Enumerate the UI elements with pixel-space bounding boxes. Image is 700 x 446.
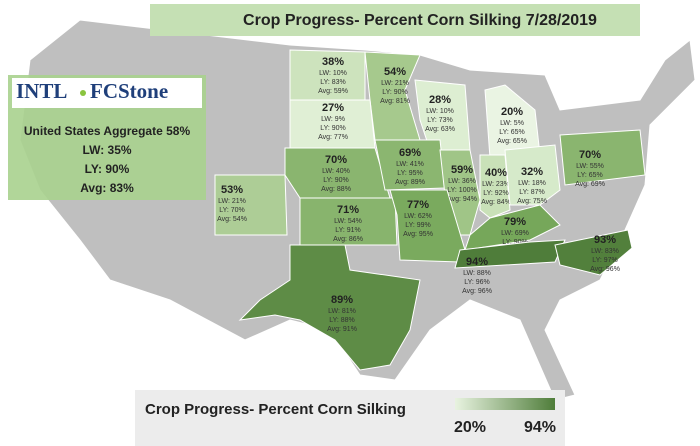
state-ly: LY: 91% bbox=[335, 227, 361, 234]
state-value: 70% bbox=[579, 149, 601, 161]
state-lw: LW: 36% bbox=[448, 178, 476, 185]
legend-title: Crop Progress- Percent Corn Silking bbox=[145, 401, 406, 418]
states: 38% LW: 10% LY: 83% Avg: 59% 54% LW: 21% LY: 9… bbox=[214, 49, 646, 371]
state-avg: Avg: 88% bbox=[321, 186, 351, 193]
state-value: 40% bbox=[485, 167, 507, 179]
state-lw: LW: 62% bbox=[404, 213, 432, 220]
state bbox=[479, 154, 511, 219]
state-value: 71% bbox=[337, 204, 359, 216]
state-value: 28% bbox=[429, 94, 451, 106]
state bbox=[504, 144, 561, 206]
state bbox=[238, 244, 421, 371]
state-avg: Avg: 75% bbox=[517, 198, 547, 205]
state-avg: Avg: 96% bbox=[462, 288, 492, 295]
logo-box bbox=[12, 78, 202, 108]
state-ly: LY: 83% bbox=[320, 79, 346, 86]
state-value: 89% bbox=[331, 294, 353, 306]
state-value: 93% bbox=[594, 234, 616, 246]
legend-min: 20% bbox=[454, 419, 486, 436]
state-avg: Avg: 94% bbox=[447, 196, 477, 203]
state-ly: LY: 95% bbox=[397, 170, 423, 177]
state bbox=[559, 129, 646, 186]
state-value: 77% bbox=[407, 199, 429, 211]
state-value: 53% bbox=[221, 184, 243, 196]
state-lw: LW: 55% bbox=[576, 163, 604, 170]
aggregate-avg: Avg: 83% bbox=[80, 181, 134, 195]
state-value: 27% bbox=[322, 102, 344, 114]
state-value: 69% bbox=[399, 147, 421, 159]
state-avg: Avg: 96% bbox=[590, 266, 620, 273]
state-lw: LW: 83% bbox=[591, 248, 619, 255]
state-lw: LW: 18% bbox=[518, 180, 546, 187]
state-ly: LY: 70% bbox=[219, 207, 245, 214]
legend-gradient bbox=[455, 398, 555, 410]
state-avg: Avg: 86% bbox=[333, 236, 363, 243]
title-banner bbox=[150, 4, 640, 36]
state-avg: Avg: 63% bbox=[425, 126, 455, 133]
state-lw: LW: 5% bbox=[500, 120, 524, 127]
state-ly: LY: 90% bbox=[502, 239, 528, 246]
logo-dot bbox=[80, 90, 86, 96]
state-value: 70% bbox=[325, 154, 347, 166]
aggregate-headline: United States Aggregate 58% bbox=[24, 124, 191, 138]
state-avg: Avg: 89% bbox=[395, 179, 425, 186]
state-ly: LY: 100% bbox=[447, 187, 476, 194]
state-lw: LW: 23% bbox=[482, 181, 510, 188]
state-ly: LY: 97% bbox=[592, 257, 618, 264]
state bbox=[299, 197, 398, 246]
state-value: 20% bbox=[501, 106, 523, 118]
state-lw: LW: 21% bbox=[218, 198, 246, 205]
state-ly: LY: 88% bbox=[329, 317, 355, 324]
logo-right: FCStone bbox=[90, 79, 168, 103]
state-lw: LW: 10% bbox=[426, 108, 454, 115]
state-ly: LY: 90% bbox=[320, 125, 346, 132]
state-avg: Avg: 54% bbox=[217, 216, 247, 223]
state-avg: Avg: 59% bbox=[318, 88, 348, 95]
state-avg: Avg: 69% bbox=[575, 181, 605, 188]
state-avg: Avg: 91% bbox=[327, 326, 357, 333]
state-avg: Avg: 77% bbox=[318, 134, 348, 141]
logo-left: INTL bbox=[16, 79, 67, 103]
state-ly: LY: 87% bbox=[519, 189, 545, 196]
state-avg: Avg: 95% bbox=[403, 231, 433, 238]
state bbox=[214, 174, 288, 236]
state bbox=[484, 84, 541, 159]
aggregate-ly: LY: 90% bbox=[85, 162, 130, 176]
state-ly: LY: 65% bbox=[577, 172, 603, 179]
state-lw: LW: 10% bbox=[319, 70, 347, 77]
state-ly: LY: 90% bbox=[323, 177, 349, 184]
state-avg: Avg: 81% bbox=[380, 98, 410, 105]
state-ly: LY: 65% bbox=[499, 129, 525, 136]
state-lw: LW: 21% bbox=[381, 80, 409, 87]
state-lw: LW: 9% bbox=[321, 116, 345, 123]
state-value: 38% bbox=[322, 56, 344, 68]
state-lw: LW: 41% bbox=[396, 161, 424, 168]
state-avg: Avg: 65% bbox=[497, 138, 527, 145]
state-value: 32% bbox=[521, 166, 543, 178]
aggregate-lw: LW: 35% bbox=[82, 143, 131, 157]
state-value: 94% bbox=[466, 256, 488, 268]
state-lw: LW: 69% bbox=[501, 230, 529, 237]
title: Crop Progress- Percent Corn Silking 7/28… bbox=[243, 12, 597, 29]
state-lw: LW: 54% bbox=[334, 218, 362, 225]
state-ly: LY: 90% bbox=[382, 89, 408, 96]
state-avg: Avg: 84% bbox=[481, 199, 511, 206]
state bbox=[554, 229, 633, 276]
state-value: 59% bbox=[451, 164, 473, 176]
state-lw: LW: 88% bbox=[463, 270, 491, 277]
state-lw: LW: 40% bbox=[322, 168, 350, 175]
state-value: 54% bbox=[384, 66, 406, 78]
state-ly: LY: 99% bbox=[405, 222, 431, 229]
state-ly: LY: 96% bbox=[464, 279, 490, 286]
state-ly: LY: 73% bbox=[427, 117, 453, 124]
state-value: 79% bbox=[504, 216, 526, 228]
state-ly: LY: 92% bbox=[483, 190, 509, 197]
legend-max: 94% bbox=[524, 419, 556, 436]
state-lw: LW: 81% bbox=[328, 308, 356, 315]
